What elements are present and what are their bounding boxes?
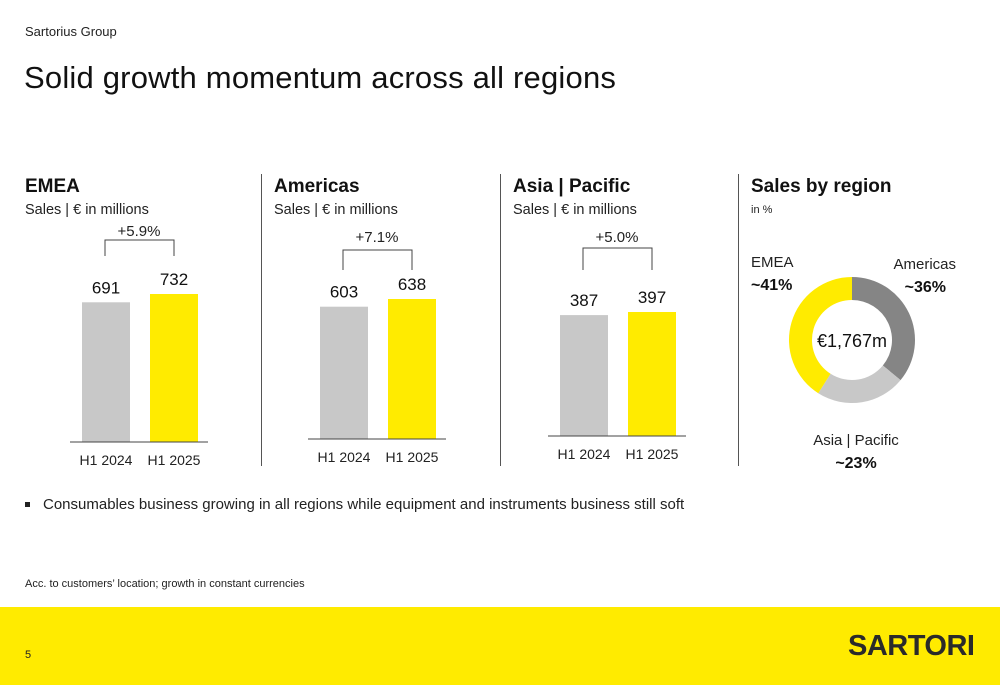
growth-label: +5.9% bbox=[118, 223, 161, 240]
growth-label: +7.1% bbox=[356, 229, 399, 246]
value-label-h1-2024: 691 bbox=[92, 278, 120, 297]
footnote: Acc. to customers’ location; growth in c… bbox=[25, 578, 305, 590]
category-label-h1-2024: H1 2024 bbox=[318, 449, 371, 465]
footer-band bbox=[0, 607, 1000, 685]
category-label-h1-2024: H1 2024 bbox=[558, 446, 611, 462]
bar-h1-2025 bbox=[628, 312, 676, 436]
bullet-item: Consumables business growing in all regi… bbox=[25, 496, 684, 513]
slice-value-emea: ~41% bbox=[751, 277, 792, 294]
bar-h1-2024 bbox=[82, 302, 130, 442]
growth-bracket bbox=[342, 249, 413, 270]
page-number: 5 bbox=[25, 649, 32, 661]
donut-center-label: €1,767m bbox=[817, 331, 887, 351]
bullet-text: Consumables business growing in all regi… bbox=[43, 496, 685, 513]
sales-by-region-donut: €1,767m EMEA ~41% Americas ~36% Asia | P… bbox=[751, 254, 956, 472]
slice-label-asia-pacific: Asia | Pacific bbox=[813, 432, 899, 449]
growth-bracket bbox=[582, 247, 653, 270]
value-label-h1-2025: 397 bbox=[638, 288, 666, 307]
bar-h1-2024 bbox=[560, 315, 608, 436]
emea-bar-chart: +5.9% 691 732 H1 2024 H1 2025 bbox=[70, 223, 208, 468]
value-label-h1-2024: 603 bbox=[330, 283, 358, 302]
slice-asia-pacific bbox=[818, 365, 901, 403]
emea-panel-subtitle: Sales | € in millions bbox=[25, 202, 149, 218]
region-panel-subtitle: in % bbox=[751, 204, 773, 216]
category-label-h1-2025: H1 2025 bbox=[626, 446, 679, 462]
slice-label-emea: EMEA bbox=[751, 254, 794, 271]
category-label-h1-2025: H1 2025 bbox=[148, 452, 201, 468]
americas-panel-subtitle: Sales | € in millions bbox=[274, 202, 398, 218]
asia-panel-title: Asia | Pacific bbox=[513, 176, 631, 197]
divider bbox=[500, 174, 501, 466]
value-label-h1-2025: 732 bbox=[160, 270, 188, 289]
logo-wordmark: SARTORIUS bbox=[848, 630, 976, 660]
value-label-h1-2024: 387 bbox=[570, 291, 598, 310]
bar-h1-2025 bbox=[388, 299, 436, 439]
category-label-h1-2024: H1 2024 bbox=[80, 452, 133, 468]
bullet-marker bbox=[25, 502, 30, 507]
asia-bar-chart: +5.0% 387 397 H1 2024 H1 2025 bbox=[548, 229, 686, 462]
slice-label-americas: Americas bbox=[893, 256, 956, 273]
slice-value-americas: ~36% bbox=[905, 279, 946, 296]
company-name: Sartorius Group bbox=[25, 24, 117, 39]
slice-americas bbox=[852, 277, 915, 381]
divider bbox=[738, 174, 739, 466]
growth-bracket bbox=[104, 239, 175, 256]
growth-label: +5.0% bbox=[596, 229, 639, 246]
sartorius-logo: SARTORIUS bbox=[848, 630, 976, 660]
americas-bar-chart: +7.1% 603 638 H1 2024 H1 2025 bbox=[308, 229, 446, 465]
divider bbox=[261, 174, 262, 466]
slice-emea bbox=[789, 277, 852, 394]
category-label-h1-2025: H1 2025 bbox=[386, 449, 439, 465]
slice-value-asia-pacific: ~23% bbox=[835, 455, 876, 472]
page-title: Solid growth momentum across all regions bbox=[24, 60, 617, 95]
asia-panel-subtitle: Sales | € in millions bbox=[513, 202, 637, 218]
bar-h1-2025 bbox=[150, 294, 198, 442]
emea-panel-title: EMEA bbox=[25, 176, 80, 197]
bar-h1-2024 bbox=[320, 306, 368, 439]
region-panel-title: Sales by region bbox=[751, 176, 892, 197]
americas-panel-title: Americas bbox=[274, 176, 360, 197]
value-label-h1-2025: 638 bbox=[398, 275, 426, 294]
